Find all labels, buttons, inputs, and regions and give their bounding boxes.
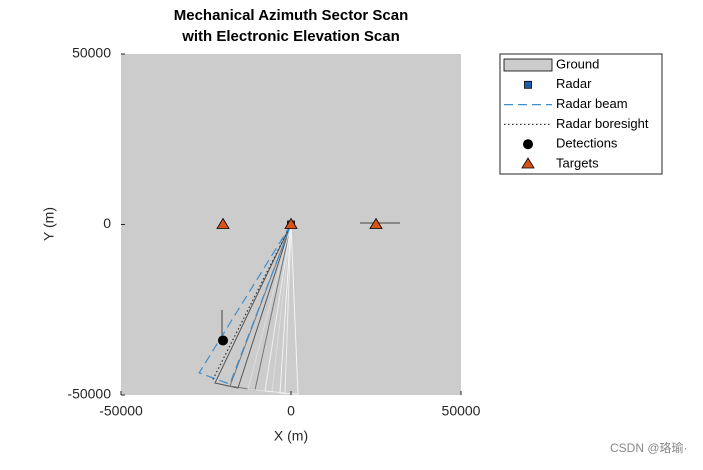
past-beam <box>229 223 292 391</box>
series-line <box>212 224 292 380</box>
legend-label: Radar beam <box>556 96 628 111</box>
legend-swatch <box>503 58 553 72</box>
y-axis-label: Y (m) <box>41 207 57 241</box>
detection-marker <box>218 335 228 346</box>
past-beam <box>264 223 292 394</box>
legend-label: Detections <box>556 136 618 151</box>
legend-box <box>499 53 663 175</box>
legend-swatch <box>523 139 533 150</box>
x-tick-label: -50000 <box>99 403 143 419</box>
legend-swatch <box>521 157 535 169</box>
chart-title: Mechanical Azimuth Sector Scan <box>174 7 409 24</box>
past-beam <box>279 223 299 395</box>
y-tick-label: 0 <box>103 215 111 231</box>
x-tick-label: 0 <box>287 403 295 419</box>
past-beam <box>214 223 292 389</box>
x-axis-label: X (m) <box>274 428 308 444</box>
past-beam <box>247 223 292 393</box>
x-tick-label: 50000 <box>442 403 481 419</box>
watermark: CSDN @珞瑜· <box>610 440 688 455</box>
y-tick-label: 50000 <box>72 45 111 61</box>
target-marker <box>369 217 383 229</box>
legend-label: Ground <box>556 56 599 71</box>
legend-label: Targets <box>556 155 599 170</box>
chart-subtitle: with Electronic Elevation Scan <box>181 28 400 45</box>
legend-label: Radar <box>556 76 592 91</box>
beam-history <box>214 222 400 395</box>
target-marker <box>284 217 298 229</box>
target-marker <box>216 217 230 229</box>
series-line <box>198 224 292 385</box>
y-tick-label: -50000 <box>67 386 111 402</box>
legend-swatch <box>524 80 532 89</box>
legend-label: Radar boresight <box>556 116 649 131</box>
